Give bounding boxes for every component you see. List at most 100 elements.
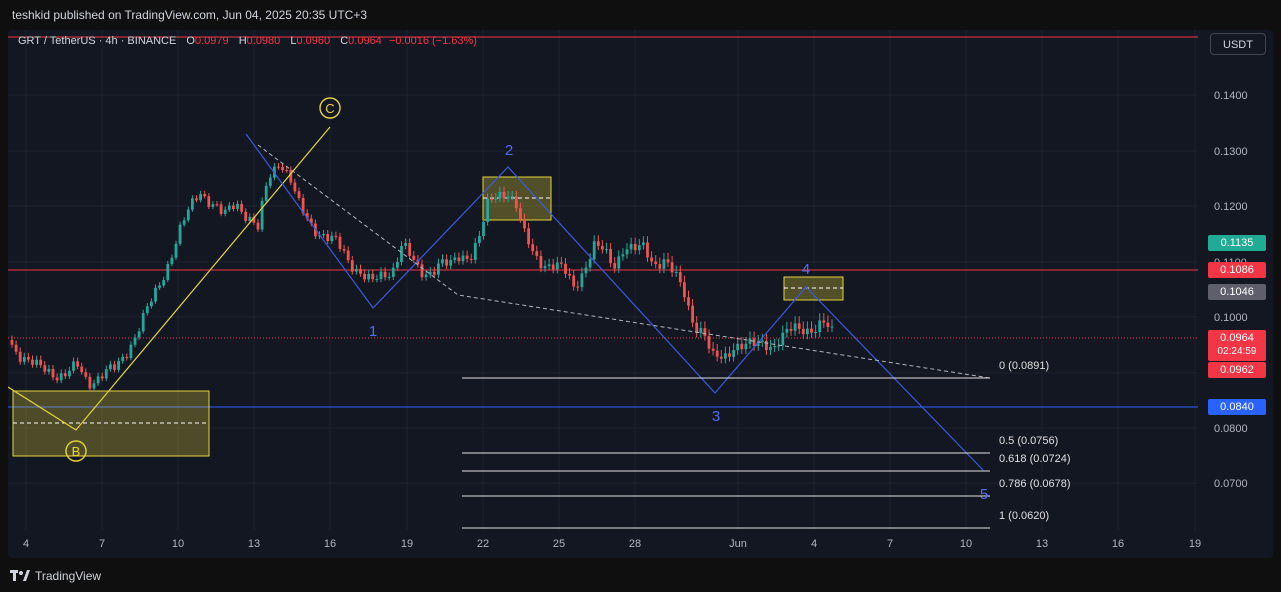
candle-body xyxy=(334,235,338,237)
candle-body xyxy=(506,196,510,199)
fib-label-0.5: 0.5 (0.0756) xyxy=(999,435,1058,447)
candle-body xyxy=(338,236,342,249)
candle-body xyxy=(371,273,375,280)
candle-body xyxy=(342,248,346,251)
candle-body xyxy=(572,275,576,287)
candle-body xyxy=(432,271,436,275)
time-tick: 10 xyxy=(172,538,184,550)
price-tick: 0.0700 xyxy=(1214,478,1248,490)
price-tick: 0.1200 xyxy=(1214,201,1248,213)
wave-label-5[interactable]: 5 xyxy=(980,486,988,503)
candle-body xyxy=(715,350,719,357)
candle-body xyxy=(68,370,71,377)
candle-body xyxy=(830,326,834,328)
candle-body xyxy=(264,185,268,201)
candle-body xyxy=(519,208,522,219)
candle-body xyxy=(465,255,469,259)
candle-body xyxy=(244,211,248,221)
candle-body xyxy=(47,368,51,372)
candle-body xyxy=(469,258,473,260)
published-text: teshkid published on TradingView.com, Ju… xyxy=(12,8,368,22)
candle-body xyxy=(773,346,776,348)
chart-pane[interactable]: 0 (0.0891) 0.5 (0.0756) 0.618 (0.0724) 0… xyxy=(8,30,1273,558)
candle-body xyxy=(535,251,539,257)
candle-body xyxy=(240,203,243,212)
close-key: C xyxy=(340,35,349,47)
candle-body xyxy=(232,205,235,209)
candle-body xyxy=(687,297,690,306)
candle-body xyxy=(14,344,18,352)
tradingview-logo[interactable]: TradingView xyxy=(10,569,101,583)
wave-abc-line[interactable] xyxy=(8,126,331,431)
candle-body xyxy=(601,245,604,250)
candle-body xyxy=(744,343,748,350)
symbol-name[interactable]: GRT / TetherUS · 4h · BINANCE xyxy=(18,35,177,47)
time-tick: 13 xyxy=(1036,538,1048,550)
time-tick: 10 xyxy=(960,538,972,550)
candle-body xyxy=(22,356,26,362)
price-label-green: 0.1135 xyxy=(1208,235,1266,251)
fib-label-0.618: 0.618 (0.0724) xyxy=(999,453,1071,465)
candle-body xyxy=(31,359,34,365)
candle-body xyxy=(346,250,350,261)
candle-body xyxy=(404,243,407,246)
wave-label-c[interactable]: C xyxy=(319,97,341,119)
candle-body xyxy=(658,264,662,269)
candle-body xyxy=(703,328,707,337)
wave-label-2[interactable]: 2 xyxy=(505,142,513,159)
candle-body xyxy=(793,323,797,331)
time-axis[interactable]: 4 7 10 13 16 19 22 25 28 Jun 4 7 10 13 16 19 xyxy=(23,538,1201,550)
candle-body xyxy=(72,361,75,371)
candle-body xyxy=(650,257,653,262)
wave-impulse-line[interactable] xyxy=(245,133,984,471)
wave-label-3[interactable]: 3 xyxy=(712,408,720,425)
candle-body xyxy=(150,301,153,307)
candle-body xyxy=(584,267,588,274)
candle-body xyxy=(166,264,170,280)
fib-label-0: 0 (0.0891) xyxy=(999,360,1049,372)
candle-body xyxy=(691,305,694,323)
candle-body xyxy=(420,264,424,278)
candle-body xyxy=(113,364,116,370)
candle-body xyxy=(588,259,592,268)
candle-body xyxy=(305,213,309,219)
symbol-legend[interactable]: GRT / TetherUS · 4h · BINANCE O0.0979 H0… xyxy=(18,35,477,47)
candle-body xyxy=(801,328,805,335)
candles xyxy=(10,163,834,392)
candle-body xyxy=(789,328,793,331)
svg-text:B: B xyxy=(72,444,81,459)
candle-body xyxy=(543,266,547,269)
candle-body xyxy=(596,241,600,246)
candle-body xyxy=(437,263,440,275)
candle-body xyxy=(117,361,120,370)
candle-body xyxy=(133,337,137,345)
currency-button[interactable]: USDT xyxy=(1210,33,1266,55)
candle-body xyxy=(445,259,448,266)
fib-retracement[interactable]: 0 (0.0891) 0.5 (0.0756) 0.618 (0.0724) 0… xyxy=(462,360,1071,529)
svg-text:C: C xyxy=(325,101,334,116)
high-key: H xyxy=(238,35,247,47)
candle-body xyxy=(486,198,489,222)
time-tick: 4 xyxy=(811,538,817,550)
high-value: 0.0980 xyxy=(246,35,281,47)
candle-body xyxy=(625,249,629,255)
candle-body xyxy=(724,353,727,359)
candle-body xyxy=(285,170,289,172)
wave-label-b[interactable]: B xyxy=(65,440,87,462)
candle-body xyxy=(674,272,678,274)
candle-body xyxy=(178,224,182,244)
wave-label-1[interactable]: 1 xyxy=(369,323,377,340)
candle-body xyxy=(453,257,457,261)
candle-body xyxy=(104,369,108,379)
candle-body xyxy=(182,220,186,225)
candle-body xyxy=(391,267,395,277)
candle-body xyxy=(498,191,502,199)
candle-body xyxy=(748,338,752,344)
candle-body xyxy=(621,254,625,257)
chart-canvas[interactable]: 0 (0.0891) 0.5 (0.0756) 0.618 (0.0724) 0… xyxy=(8,30,1273,558)
candle-body xyxy=(678,272,682,283)
wave-label-4[interactable]: 4 xyxy=(802,261,810,278)
candle-body xyxy=(781,332,785,346)
candle-body xyxy=(719,356,723,359)
candle-body xyxy=(330,235,334,242)
